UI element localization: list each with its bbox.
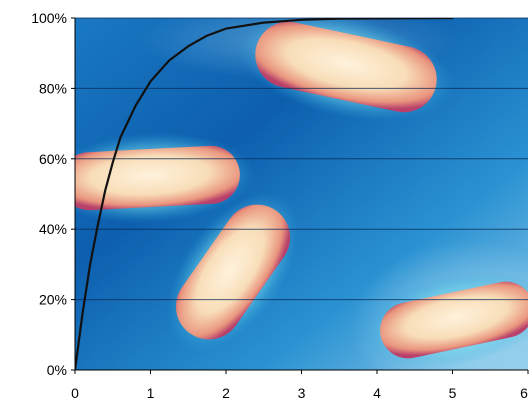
x-tick-label: 1 xyxy=(147,385,155,401)
bacterium-body xyxy=(175,204,291,340)
bacterium-body xyxy=(255,21,437,113)
x-tick-label: 4 xyxy=(373,385,381,401)
y-tick-label: 20% xyxy=(39,292,67,308)
series-layer xyxy=(75,18,454,370)
x-tick-label: 5 xyxy=(449,385,457,401)
bacterium-cell xyxy=(237,18,455,130)
bacterium-body xyxy=(75,145,240,211)
y-tick-labels: 0% 20% 40% 60% 80% 100% xyxy=(31,10,75,378)
x-tick-label: 6 xyxy=(520,385,528,401)
bacterium-cell xyxy=(363,264,528,370)
y-tick-label: 60% xyxy=(39,151,67,167)
bacterium-cell xyxy=(160,189,306,355)
y-tick-label: 100% xyxy=(31,10,67,26)
x-tick-label: 2 xyxy=(222,385,230,401)
x-tick-label: 3 xyxy=(298,385,306,401)
y-tick-label: 0% xyxy=(47,362,67,378)
background-micrograph xyxy=(75,18,528,370)
series-line xyxy=(75,18,454,370)
bacterium-body xyxy=(380,281,528,359)
x-tick-labels: 0 1 2 3 4 5 6 xyxy=(71,370,529,401)
x-tick-label: 0 xyxy=(71,385,79,401)
y-tick-label: 40% xyxy=(39,221,67,237)
y-tick-label: 80% xyxy=(39,80,67,96)
